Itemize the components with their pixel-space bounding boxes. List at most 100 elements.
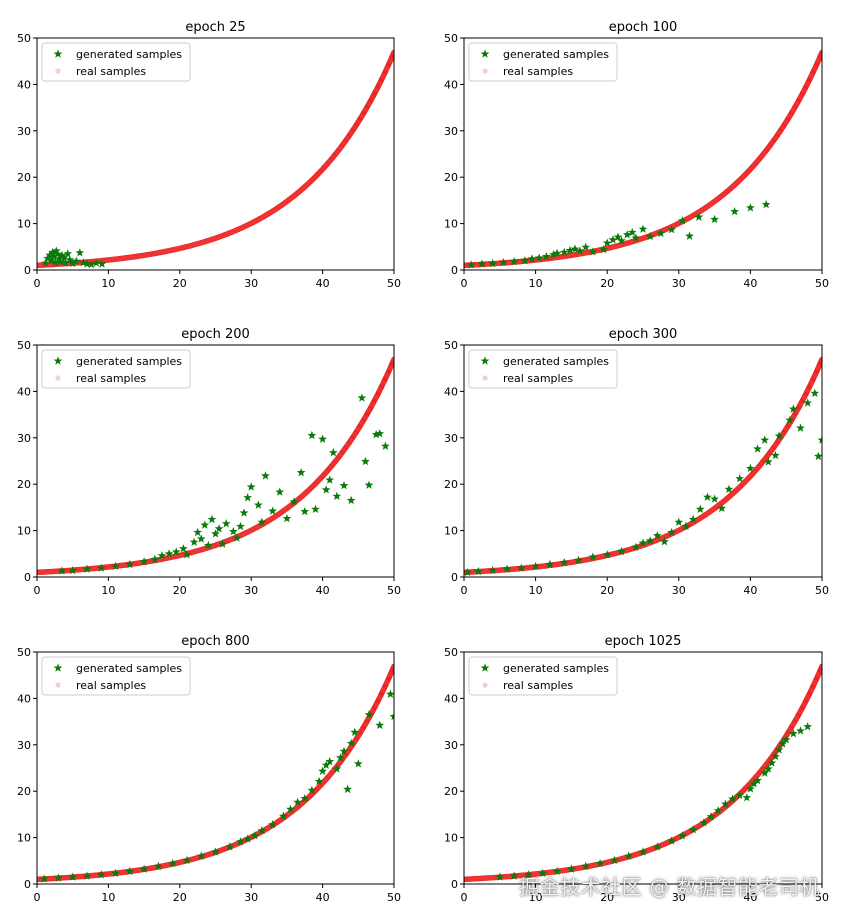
real-sample-point bbox=[341, 140, 347, 146]
real-sample-point bbox=[740, 481, 746, 487]
generated-sample-point bbox=[552, 248, 562, 258]
x-tick-label: 10 bbox=[529, 891, 543, 904]
generated-sample-point bbox=[54, 254, 64, 263]
real-sample-point bbox=[747, 780, 754, 786]
generated-sample-point bbox=[602, 550, 612, 559]
legend-box bbox=[41, 42, 191, 82]
x-tick-label: 10 bbox=[101, 277, 115, 290]
real-sample-point bbox=[712, 505, 718, 511]
legend-generated-label: generated samples bbox=[503, 355, 609, 368]
generated-sample-point bbox=[803, 722, 813, 731]
x-tick-label: 20 bbox=[600, 891, 614, 904]
generated-sample-point bbox=[694, 212, 704, 221]
generated-sample-point bbox=[627, 227, 637, 237]
real-samples-series bbox=[37, 49, 394, 269]
generated-sample-point bbox=[164, 549, 174, 558]
generated-sample-point bbox=[57, 251, 67, 260]
legend: generated samples real samples bbox=[41, 349, 191, 389]
generated-sample-point bbox=[667, 527, 677, 537]
generated-sample-point bbox=[361, 456, 370, 466]
generated-sample-point bbox=[609, 855, 619, 865]
axes-frame bbox=[36, 344, 395, 578]
generated-sample-point bbox=[96, 563, 106, 572]
x-tick-label: 40 bbox=[743, 584, 757, 597]
generated-sample-point bbox=[257, 517, 267, 526]
generated-sample-point bbox=[200, 520, 210, 529]
x-tick-label: 30 bbox=[244, 277, 258, 290]
generated-sample-point bbox=[624, 851, 634, 860]
generated-sample-point bbox=[730, 206, 740, 216]
generated-samples-series bbox=[57, 393, 390, 575]
generated-sample-point bbox=[617, 236, 626, 245]
generated-sample-point bbox=[65, 255, 75, 264]
real-sample-point bbox=[359, 113, 365, 119]
generated-sample-point bbox=[667, 225, 677, 234]
y-tick-label: 30 bbox=[17, 432, 31, 445]
generated-sample-point bbox=[321, 485, 331, 494]
generated-samples-series bbox=[495, 722, 813, 881]
real-sample-point bbox=[754, 158, 761, 164]
y-tick-label: 20 bbox=[17, 785, 31, 798]
real-sample-point bbox=[797, 401, 804, 407]
x-tick-label: 20 bbox=[600, 584, 614, 597]
y-tick-label: 50 bbox=[444, 646, 458, 659]
generated-sample-point bbox=[785, 415, 795, 424]
y-tick-label: 40 bbox=[17, 385, 31, 398]
generated-sample-point bbox=[318, 766, 327, 775]
x-tick-label: 50 bbox=[387, 277, 401, 290]
generated-sample-point bbox=[261, 471, 270, 480]
x-tick-label: 20 bbox=[600, 277, 614, 290]
y-tick-label: 0 bbox=[451, 878, 458, 891]
generated-sample-point bbox=[788, 404, 798, 413]
generated-sample-point bbox=[211, 847, 220, 856]
generated-sample-point bbox=[343, 784, 352, 794]
generated-sample-point bbox=[695, 504, 705, 513]
generated-sample-point bbox=[79, 257, 88, 267]
real-sample-point bbox=[359, 420, 365, 426]
x-tick-label: 10 bbox=[529, 584, 543, 597]
generated-sample-point bbox=[268, 506, 277, 515]
real-sample-point bbox=[740, 174, 746, 180]
subplot-4: epoch 300 0 10 20 30 40 50 0 10 20 30 40 50 generated… bbox=[444, 327, 829, 597]
generated-sample-point bbox=[46, 256, 56, 265]
x-tick-label: 40 bbox=[743, 891, 757, 904]
generated-sample-point bbox=[68, 872, 78, 881]
real-sample-point bbox=[733, 487, 739, 494]
generated-sample-point bbox=[652, 842, 662, 851]
plot-area bbox=[37, 49, 394, 269]
generated-sample-point bbox=[599, 244, 608, 254]
real-sample-point bbox=[284, 198, 290, 204]
generated-sample-point bbox=[781, 735, 791, 744]
real-sample-point bbox=[348, 437, 354, 443]
generated-sample-point bbox=[125, 559, 135, 569]
real-sample-point bbox=[355, 119, 361, 125]
legend-box bbox=[468, 42, 618, 82]
y-tick-label: 0 bbox=[24, 878, 31, 891]
generated-sample-point bbox=[61, 258, 70, 267]
real-samples-curve bbox=[464, 49, 822, 269]
real-sample-point bbox=[348, 130, 354, 136]
generated-sample-point bbox=[774, 745, 784, 754]
generated-sample-point bbox=[225, 842, 235, 851]
x-tick-label: 20 bbox=[173, 891, 187, 904]
real-sample-point bbox=[805, 694, 811, 701]
generated-sample-point bbox=[717, 503, 727, 513]
generated-sample-point bbox=[171, 547, 181, 556]
generated-sample-point bbox=[464, 567, 472, 577]
generated-sample-point bbox=[753, 775, 762, 785]
y-tick-label: 40 bbox=[17, 692, 31, 705]
y-tick-label: 50 bbox=[444, 339, 458, 352]
real-sample-point bbox=[323, 469, 329, 475]
y-tick-label: 0 bbox=[451, 571, 458, 584]
real-sample-point bbox=[380, 687, 386, 693]
generated-sample-point bbox=[796, 726, 805, 735]
y-tick-label: 30 bbox=[444, 125, 458, 138]
subplot-3: epoch 200 0 10 20 30 40 50 0 10 20 30 40 50 generated… bbox=[17, 327, 401, 597]
generated-sample-point bbox=[325, 756, 335, 766]
real-sample-point bbox=[790, 414, 796, 420]
generated-sample-point bbox=[239, 508, 249, 517]
generated-sample-point bbox=[581, 242, 591, 251]
real-sample-point bbox=[790, 721, 796, 727]
generated-sample-point bbox=[559, 247, 569, 257]
